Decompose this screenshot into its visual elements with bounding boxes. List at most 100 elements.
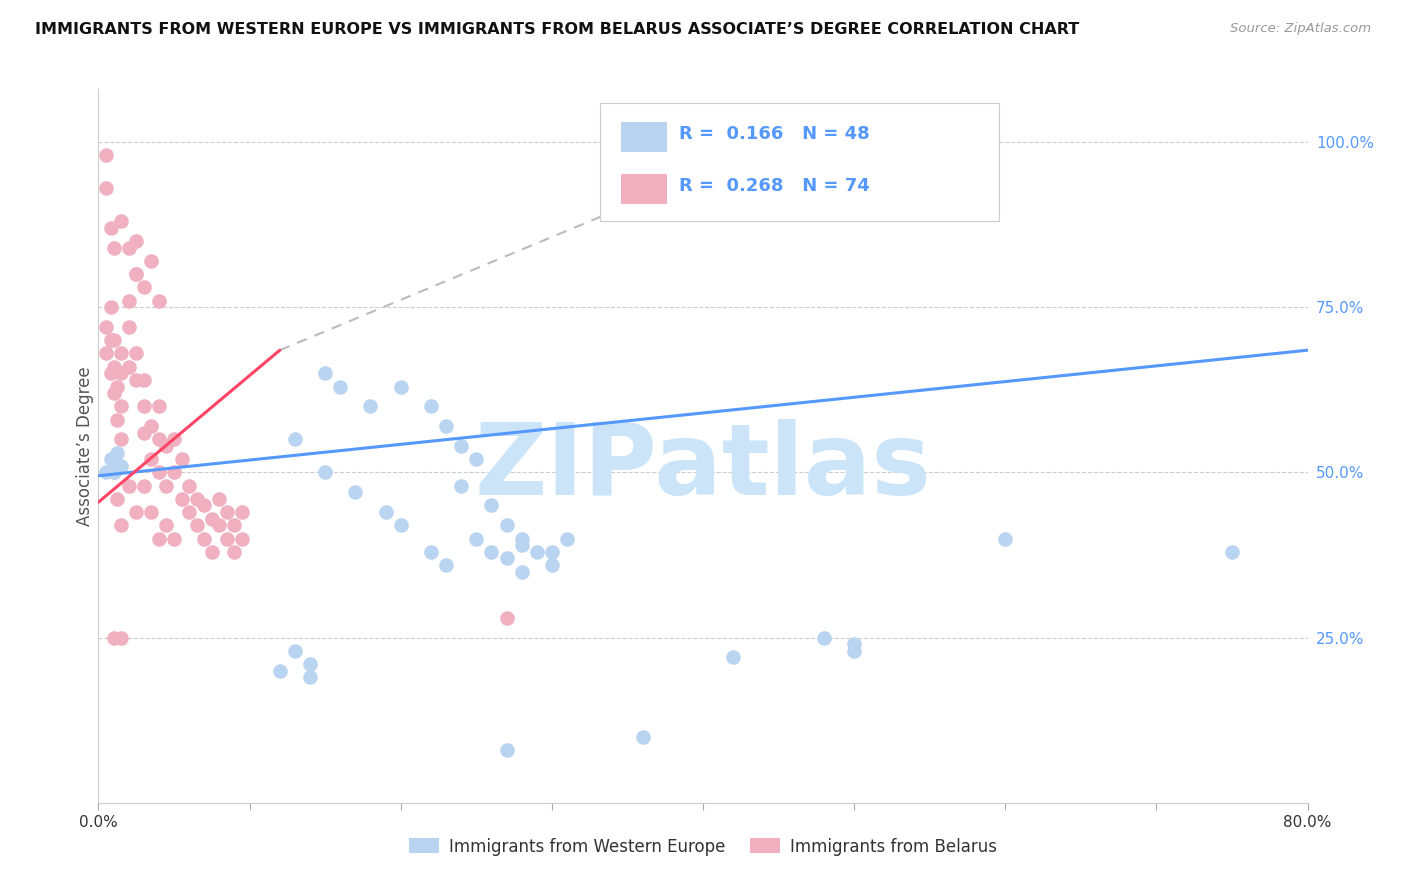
Point bbox=[141, 505, 163, 519]
Point bbox=[631, 730, 654, 744]
Point bbox=[132, 478, 155, 492]
Point bbox=[110, 458, 132, 473]
Point bbox=[100, 300, 122, 314]
Point bbox=[118, 359, 141, 374]
Point bbox=[179, 478, 201, 492]
Text: Source: ZipAtlas.com: Source: ZipAtlas.com bbox=[1230, 22, 1371, 36]
Point bbox=[132, 400, 155, 414]
Point bbox=[163, 466, 186, 480]
Point bbox=[269, 664, 291, 678]
Text: ZIPatlas: ZIPatlas bbox=[475, 419, 931, 516]
Point bbox=[118, 293, 141, 308]
Point bbox=[163, 433, 186, 447]
Point bbox=[344, 485, 367, 500]
Point bbox=[100, 452, 122, 467]
Point bbox=[148, 433, 170, 447]
Point bbox=[555, 532, 578, 546]
Point bbox=[450, 478, 472, 492]
FancyBboxPatch shape bbox=[621, 122, 666, 152]
Point bbox=[844, 644, 866, 658]
Point bbox=[314, 367, 336, 381]
Point bbox=[94, 181, 117, 195]
Point bbox=[495, 743, 517, 757]
Point bbox=[224, 545, 246, 559]
Point bbox=[125, 373, 148, 387]
Point bbox=[994, 532, 1017, 546]
Point bbox=[103, 386, 125, 401]
Point bbox=[481, 499, 503, 513]
Point bbox=[465, 452, 488, 467]
Point bbox=[148, 293, 170, 308]
Point bbox=[125, 505, 148, 519]
Point bbox=[193, 499, 215, 513]
Point bbox=[420, 545, 443, 559]
Point bbox=[105, 445, 128, 459]
Point bbox=[132, 425, 155, 440]
Point bbox=[155, 439, 177, 453]
Point bbox=[103, 359, 125, 374]
Point bbox=[163, 532, 186, 546]
Point bbox=[103, 333, 125, 347]
Point bbox=[105, 412, 128, 426]
Point bbox=[141, 254, 163, 268]
FancyBboxPatch shape bbox=[600, 103, 1000, 221]
Point bbox=[510, 538, 533, 552]
Text: R =  0.166   N = 48: R = 0.166 N = 48 bbox=[679, 125, 869, 143]
Point bbox=[141, 452, 163, 467]
Point bbox=[215, 532, 238, 546]
Point bbox=[148, 532, 170, 546]
Point bbox=[540, 558, 562, 572]
Point bbox=[100, 221, 122, 235]
Point bbox=[1220, 545, 1243, 559]
Point bbox=[495, 518, 517, 533]
Point bbox=[495, 551, 517, 566]
Point bbox=[510, 532, 533, 546]
Point bbox=[118, 478, 141, 492]
Point bbox=[170, 491, 193, 506]
Point bbox=[110, 433, 132, 447]
Point bbox=[510, 565, 533, 579]
Point bbox=[105, 379, 128, 393]
Point bbox=[186, 491, 208, 506]
Point bbox=[103, 631, 125, 645]
FancyBboxPatch shape bbox=[621, 174, 666, 204]
Point bbox=[723, 650, 745, 665]
Point bbox=[299, 670, 322, 684]
Point bbox=[94, 320, 117, 334]
Point bbox=[125, 267, 148, 281]
Point bbox=[141, 419, 163, 434]
Point bbox=[148, 400, 170, 414]
Point bbox=[201, 545, 224, 559]
Point bbox=[170, 452, 193, 467]
Point bbox=[103, 241, 125, 255]
Point bbox=[329, 379, 352, 393]
Point bbox=[360, 400, 382, 414]
Point bbox=[193, 532, 215, 546]
Point bbox=[94, 466, 117, 480]
Point bbox=[110, 214, 132, 228]
Point bbox=[434, 419, 457, 434]
Point bbox=[540, 545, 562, 559]
Point bbox=[110, 631, 132, 645]
Legend: Immigrants from Western Europe, Immigrants from Belarus: Immigrants from Western Europe, Immigran… bbox=[402, 831, 1004, 863]
Y-axis label: Associate’s Degree: Associate’s Degree bbox=[76, 367, 94, 525]
Point bbox=[314, 466, 336, 480]
Point bbox=[752, 154, 775, 169]
Point bbox=[299, 657, 322, 671]
Point bbox=[118, 320, 141, 334]
Point bbox=[495, 611, 517, 625]
Point bbox=[125, 234, 148, 248]
Text: R =  0.268   N = 74: R = 0.268 N = 74 bbox=[679, 178, 869, 195]
Point bbox=[389, 379, 412, 393]
Point bbox=[155, 518, 177, 533]
Point bbox=[420, 400, 443, 414]
Point bbox=[465, 532, 488, 546]
Point bbox=[208, 491, 231, 506]
Point bbox=[110, 518, 132, 533]
Point bbox=[481, 545, 503, 559]
Point bbox=[813, 631, 835, 645]
Point bbox=[201, 511, 224, 525]
Point bbox=[125, 346, 148, 360]
Point bbox=[692, 135, 714, 149]
Point bbox=[208, 518, 231, 533]
